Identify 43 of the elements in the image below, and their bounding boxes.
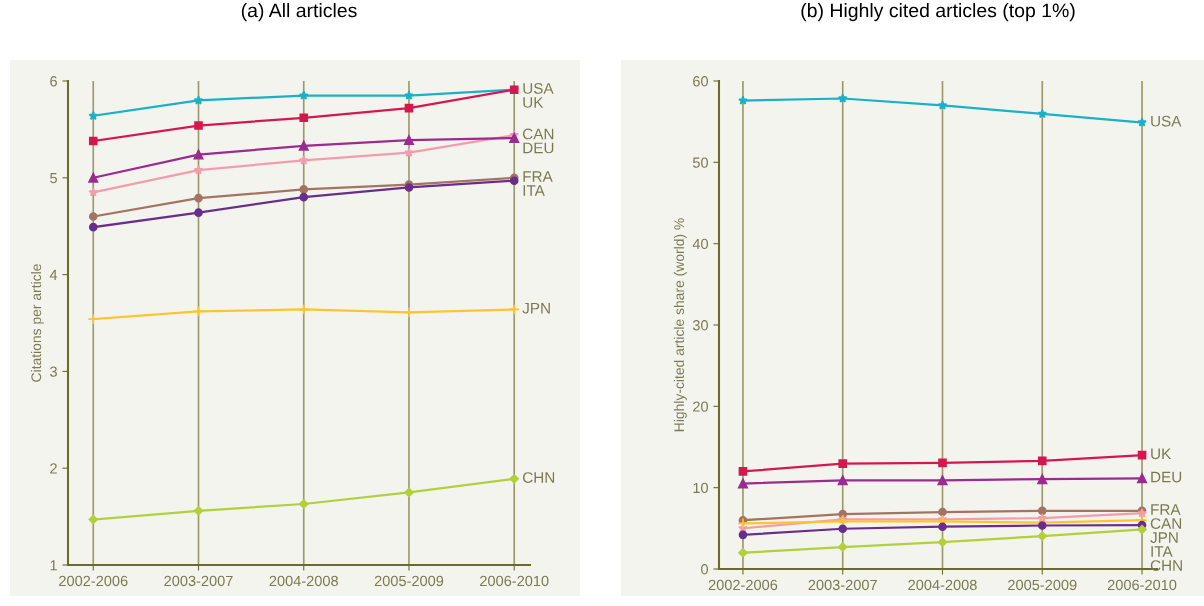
series-label: USA [523, 82, 554, 94]
y-tick-label: 10 [693, 482, 709, 494]
y-tick-label: 3 [50, 366, 57, 377]
series-label: FRA [523, 171, 553, 182]
y-axis-title: Highly-cited article share (world) % [673, 218, 687, 432]
series-label: CAN [522, 128, 554, 140]
x-tick-label: 2002-2006 [708, 579, 778, 591]
series-label: JPN [1150, 532, 1178, 543]
series-label: ITA [523, 185, 545, 196]
x-tick-label: 2003-2007 [164, 575, 233, 587]
series-label: DEU [1151, 471, 1182, 483]
series-label: USA [1151, 115, 1182, 127]
y-axis-title: Citations per article [30, 264, 44, 382]
chart-title: (a) All articles [241, 3, 357, 22]
series-label: FRA [1151, 504, 1181, 515]
y-tick-label: 0 [701, 564, 709, 575]
y-tick-label: 20 [693, 401, 709, 412]
x-tick-label: 2006-2010 [480, 575, 549, 587]
series-label: UK [1151, 448, 1172, 460]
y-tick-label: 1 [50, 560, 57, 571]
x-tick-label: 2005-2009 [374, 575, 444, 587]
series-label: ITA [1151, 546, 1173, 557]
x-tick-label: 2006-2010 [1107, 579, 1177, 591]
y-tick-label: 50 [692, 157, 709, 168]
x-tick-label: 2005-2009 [1008, 579, 1077, 591]
x-tick-label: 2004-2008 [908, 579, 977, 591]
y-tick-label: 60 [693, 76, 709, 87]
x-tick-label: 2004-2008 [269, 575, 338, 587]
y-tick-label: 30 [692, 320, 709, 331]
y-tick-label: 2 [50, 463, 57, 474]
chart-title: (b) Highly cited articles (top 1%) [801, 3, 1075, 22]
x-tick-label: 2002-2006 [59, 575, 128, 587]
x-tick-label: 2003-2007 [808, 579, 877, 591]
y-tick-label: 5 [50, 173, 57, 184]
series-label: UK [523, 97, 544, 108]
series-label: CHN [1150, 560, 1182, 571]
series-label: CHN [522, 472, 555, 483]
y-tick-label: 4 [49, 269, 58, 280]
series-label: DEU [523, 142, 554, 154]
series-label: CAN [1150, 518, 1182, 529]
y-tick-label: 40 [692, 238, 709, 250]
series-label: JPN [522, 302, 550, 314]
y-tick-label: 6 [50, 76, 57, 87]
